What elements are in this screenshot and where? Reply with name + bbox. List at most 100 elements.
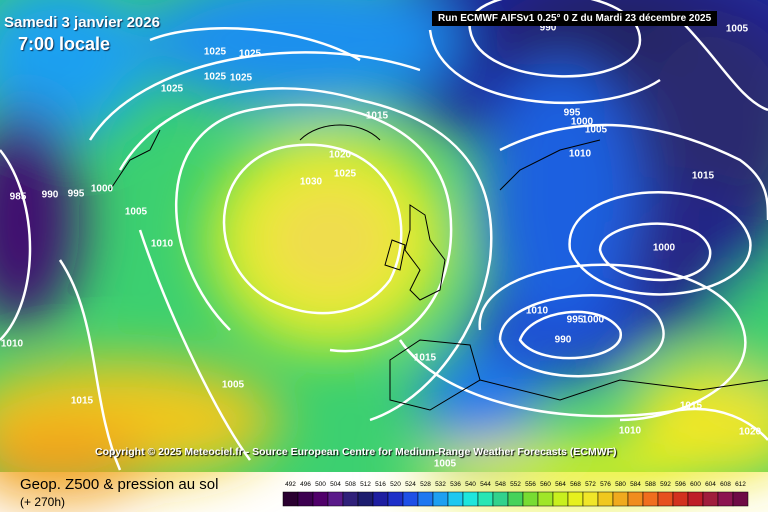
- isobar-label: 1000: [91, 184, 114, 195]
- colorbar-swatch: [672, 491, 689, 507]
- isobars: [0, 0, 768, 471]
- colorbar-label: 580: [615, 481, 626, 488]
- isobar-label: 1015: [414, 353, 437, 364]
- copyright: Copyright © 2025 Meteociel.fr - Source E…: [95, 446, 617, 458]
- colorbar-label: 492: [285, 481, 296, 488]
- colorbar-swatch: [402, 491, 419, 507]
- isobar-label: 1030: [300, 177, 323, 188]
- isobar-label: 1010: [619, 426, 642, 437]
- isobar-label: 985: [10, 192, 27, 203]
- isobar-label: 1015: [680, 401, 703, 412]
- colorbar-swatch: [297, 491, 314, 507]
- colorbar-label: 548: [495, 481, 506, 488]
- colorbar-swatch: [357, 491, 374, 507]
- colorbar-label: 504: [330, 481, 341, 488]
- colorbar-swatch: [642, 491, 659, 507]
- isobar-label: 1015: [366, 111, 389, 122]
- colorbar-swatch: [387, 491, 404, 507]
- colorbar-swatch: [687, 491, 704, 507]
- colorbar-swatch: [582, 491, 599, 507]
- colorbar-swatch: [552, 491, 569, 507]
- colorbar-label: 556: [525, 481, 536, 488]
- colorbar-label: 584: [630, 481, 641, 488]
- colorbar-label: 604: [705, 481, 716, 488]
- isobar-label: 995: [68, 189, 85, 200]
- footer-title: Geop. Z500 & pression au sol: [20, 476, 219, 493]
- colorbar-swatch: [507, 491, 524, 507]
- isobar-label: 995: [564, 108, 581, 119]
- isobar-label: 1010: [1, 339, 24, 350]
- colorbar-swatch: [432, 491, 449, 507]
- colorbar-swatch: [477, 491, 494, 507]
- colorbar-label: 560: [540, 481, 551, 488]
- colorbar-swatch: [312, 491, 329, 507]
- colorbar-swatch: [732, 491, 749, 507]
- isobar-label: 1025: [334, 169, 357, 180]
- colorbar-label: 544: [480, 481, 491, 488]
- colorbar-swatch: [492, 491, 509, 507]
- colorbar-label: 524: [405, 481, 416, 488]
- colorbar-label: 612: [735, 481, 746, 488]
- colorbar-label: 520: [390, 481, 401, 488]
- isobar-label: 990: [540, 23, 557, 34]
- colorbar-swatch: [702, 491, 719, 507]
- colorbar-label: 588: [645, 481, 656, 488]
- colorbar-label: 552: [510, 481, 521, 488]
- colorbar-label: 592: [660, 481, 671, 488]
- colorbar-label: 516: [375, 481, 386, 488]
- colorbar: 492 496 500 504 508 512 516 520 524 528 532 536 540 5…: [282, 481, 749, 507]
- isobar-label: 995: [567, 315, 584, 326]
- isobar-label: 1025: [204, 47, 227, 58]
- colorbar-swatch: [657, 491, 674, 507]
- isobar-label: 1005: [585, 125, 608, 136]
- isobar-label: 1010: [569, 149, 592, 160]
- colorbar-label: 572: [585, 481, 596, 488]
- colorbar-label: 500: [315, 481, 326, 488]
- colorbar-swatch: [627, 491, 644, 507]
- colorbar-swatch: [282, 491, 299, 507]
- colorbar-swatch: [462, 491, 479, 507]
- colorbar-swatch: [597, 491, 614, 507]
- isobar-label: 1015: [71, 396, 94, 407]
- colorbar-swatch: [342, 491, 359, 507]
- colorbar-swatch: [372, 491, 389, 507]
- colorbar-swatch: [537, 491, 554, 507]
- isobar-label: 1000: [582, 315, 605, 326]
- isobar-label: 990: [555, 335, 572, 346]
- isobar-label: 1025: [161, 84, 184, 95]
- colorbar-label: 540: [465, 481, 476, 488]
- colorbar-label: 508: [345, 481, 356, 488]
- isobar-label: 1010: [526, 306, 549, 317]
- run-info: Run ECMWF AIFSv1 0.25° 0 Z du Mardi 23 d…: [432, 11, 718, 26]
- isobar-label: 1020: [739, 427, 762, 438]
- colorbar-swatch: [522, 491, 539, 507]
- colorbar-label: 532: [435, 481, 446, 488]
- isobar-label: 1025: [230, 73, 253, 84]
- colorbar-swatch: [717, 491, 734, 507]
- isobar-label: 990: [42, 190, 59, 201]
- isobar-label: 1025: [239, 49, 262, 60]
- colorbar-label: 568: [570, 481, 581, 488]
- isobar-label: 1000: [571, 117, 594, 128]
- isobar-label: 1005: [434, 459, 457, 470]
- colorbar-swatch: [327, 491, 344, 507]
- isobar-label: 1005: [125, 207, 148, 218]
- colorbar-swatch: [417, 491, 434, 507]
- coastlines: [109, 124, 768, 411]
- colorbar-swatch: [447, 491, 464, 507]
- isobar-label: 1015: [692, 171, 715, 182]
- isobar-label: 1000: [653, 243, 676, 254]
- colorbar-label: 576: [600, 481, 611, 488]
- colorbar-label: 536: [450, 481, 461, 488]
- footer-lead: (+ 270h): [20, 495, 66, 509]
- isobar-label: 1020: [329, 150, 352, 161]
- colorbar-label: 608: [720, 481, 731, 488]
- colorbar-label: 564: [555, 481, 566, 488]
- isobar-label: 1005: [222, 380, 245, 391]
- isobar-label: 1025: [204, 72, 227, 83]
- colorbar-swatch: [567, 491, 584, 507]
- time: 7:00 locale: [18, 34, 111, 54]
- isobar-label: 1005: [726, 24, 749, 35]
